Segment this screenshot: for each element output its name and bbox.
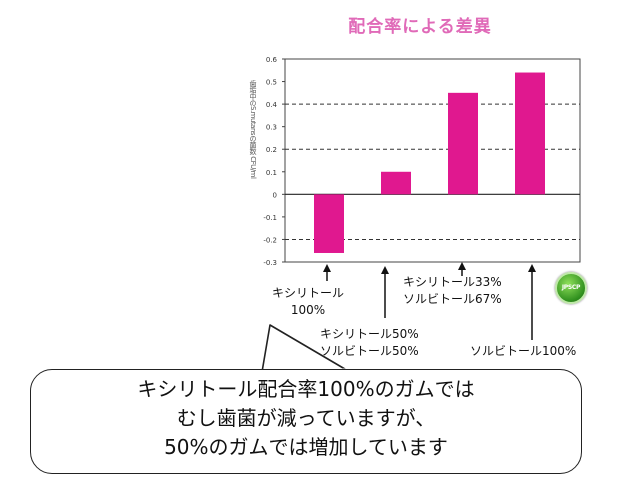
bar	[381, 171, 411, 195]
callout-bubble	[30, 369, 582, 474]
category-label-3: キシリトール33% ソルビトール67%	[403, 275, 502, 306]
y-tick-label: 0.6	[266, 56, 278, 64]
category-arrowhead	[323, 264, 331, 272]
y-tick-label: 0.3	[266, 124, 277, 132]
category-arrowhead	[458, 262, 466, 270]
y-tick-label: -0.2	[263, 236, 277, 244]
callout-line-3: 50%のガムでは増加しています	[164, 435, 448, 459]
y-tick-label: 0.5	[266, 79, 277, 87]
bar	[314, 194, 344, 253]
category-label-4: ソルビトール100%	[470, 344, 577, 358]
y-tick-label: 0.1	[266, 169, 277, 177]
callout-line-2: むし歯菌が減っていますが、	[176, 406, 436, 430]
y-tick-label: 0.4	[266, 101, 278, 109]
chart-title: 配合率による差異	[348, 17, 492, 37]
y-tick-label: -0.3	[263, 259, 277, 267]
callout-tail	[261, 324, 351, 373]
callout-line-1: キシリトール配合率100%のガムでは	[137, 377, 475, 401]
category-label-1: キシリトール 100%	[271, 286, 344, 317]
bar	[448, 92, 478, 195]
category-label-2: キシリトール50% ソルビトール50%	[320, 327, 419, 358]
y-tick-label: -0.1	[263, 214, 277, 222]
plot-frame	[284, 58, 581, 263]
y-tick-label: 0.2	[266, 146, 277, 154]
category-arrowhead	[528, 264, 536, 272]
logo-badge: JPSCP	[555, 272, 587, 304]
callout-text: キシリトール配合率100%のガムでは むし歯菌が減っていますが、 50%のガムで…	[30, 375, 582, 462]
bar	[515, 72, 545, 195]
y-axis-label: 歯垢中のS.mutansの菌数 CFU/ml	[249, 80, 257, 179]
y-tick-label: 0	[273, 191, 277, 199]
category-arrowhead	[381, 266, 389, 274]
